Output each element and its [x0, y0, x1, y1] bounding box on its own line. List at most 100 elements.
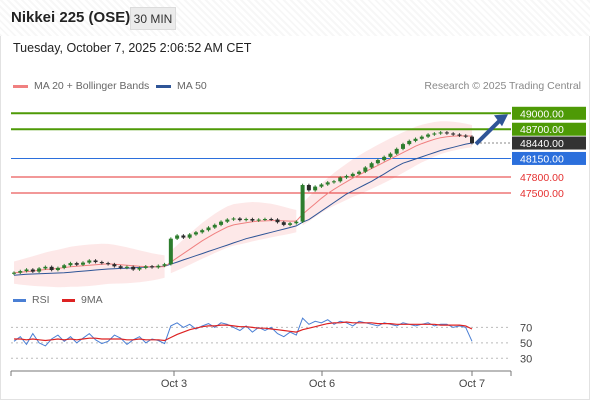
candle-body — [156, 265, 161, 268]
candle-body — [55, 267, 60, 271]
legend-rsi-label: RSI — [32, 294, 50, 306]
candle-body — [306, 185, 311, 191]
candle-body — [451, 133, 456, 135]
candle-body — [231, 218, 236, 220]
candle-body — [426, 134, 431, 137]
candle-body — [413, 138, 418, 141]
ma20-swatch — [13, 84, 28, 88]
candle-body — [338, 177, 343, 182]
candle-body — [331, 181, 336, 183]
candle-body — [212, 224, 217, 228]
candle-body — [124, 266, 129, 268]
candle-body — [87, 260, 92, 263]
chart-header: Nikkei 225 (OSE) 30 MIN — [0, 0, 590, 36]
candle-body — [68, 263, 73, 266]
ma50-line — [13, 142, 473, 276]
candle-body — [187, 234, 192, 238]
candle-body — [319, 184, 324, 187]
candle-body — [49, 266, 54, 271]
chart-datetime: Tuesday, October 7, 2025 2:06:52 AM CET — [13, 41, 252, 55]
rsi-level-label: 70 — [520, 322, 532, 334]
ma20-line — [13, 135, 473, 274]
candle-body — [143, 266, 148, 268]
candle-body — [369, 163, 374, 168]
x-tick-label: Oct 7 — [459, 378, 485, 390]
level-label-resistance: 48700.00 — [520, 124, 564, 136]
candle-body — [407, 140, 412, 145]
candle-body — [269, 219, 274, 221]
rsi-ma-swatch — [62, 298, 75, 302]
legend-rsi-ma-label: 9MA — [81, 294, 103, 306]
legend-ma50-label: MA 50 — [177, 80, 207, 92]
candle-body — [382, 156, 387, 161]
candle-body — [206, 227, 211, 231]
ma50-swatch — [156, 84, 171, 88]
candle-body — [350, 173, 355, 176]
projection-arrow-shaft — [474, 118, 502, 146]
candle-body — [344, 175, 349, 178]
rsi-line — [13, 317, 473, 347]
candle-body — [363, 167, 368, 172]
legend-rsi: RSI — [13, 294, 50, 306]
candle-body — [74, 263, 79, 265]
candle-body — [93, 260, 98, 263]
level-tag-resistance — [512, 106, 586, 120]
candle-body — [400, 144, 405, 149]
candle-body — [388, 153, 393, 157]
candle-body — [131, 266, 136, 270]
candle-body — [470, 136, 474, 144]
level-tag-resistance — [512, 122, 586, 136]
candle-body — [300, 185, 305, 222]
candle-body — [168, 238, 173, 265]
candle-body — [288, 223, 293, 225]
candle-body — [12, 272, 16, 274]
candle-body — [250, 219, 255, 221]
candle-body — [24, 269, 29, 272]
candle-body — [463, 135, 468, 137]
candle-body — [99, 262, 104, 264]
candle-body — [225, 219, 230, 222]
candle-body — [181, 235, 186, 238]
candle-body — [256, 219, 261, 221]
legend-ma20: MA 20 + Bollinger Bands — [13, 80, 149, 92]
candle-body — [419, 136, 424, 139]
bollinger-band-3 — [302, 121, 472, 226]
level-tag-pivot — [512, 151, 586, 165]
candle-body — [375, 160, 380, 164]
level-label-pivot: 48150.00 — [520, 153, 564, 165]
candle-body — [357, 171, 362, 174]
candle-body — [43, 266, 48, 269]
candle-body — [162, 264, 167, 266]
timeframe-button[interactable]: 30 MIN — [130, 7, 176, 30]
candle-body — [219, 221, 224, 225]
legend-ma50: MA 50 — [156, 80, 207, 92]
level-label-support: 47800.00 — [520, 172, 564, 184]
projection-arrow-head — [494, 114, 508, 127]
copyright-text: Research © 2025 Trading Central — [424, 80, 581, 92]
candle-body — [193, 232, 198, 235]
candle-body — [112, 264, 117, 267]
candle-body — [18, 271, 23, 273]
candle-body — [150, 266, 155, 268]
candle-body — [175, 235, 180, 239]
rsi-level-label: 30 — [520, 353, 532, 365]
candle-body — [106, 263, 111, 265]
candle-body — [438, 132, 443, 134]
candle-body — [262, 219, 267, 221]
rsi-swatch — [13, 298, 26, 302]
candle-body — [237, 218, 242, 221]
candle-body — [62, 265, 67, 268]
level-label-resistance: 49000.00 — [520, 108, 564, 120]
candle-body — [244, 219, 249, 221]
x-tick-label: Oct 3 — [161, 378, 187, 390]
candle-body — [444, 132, 449, 134]
candle-body — [275, 219, 280, 223]
candle-body — [200, 230, 205, 233]
rsi-ma-line — [14, 321, 473, 342]
candle-body — [432, 133, 437, 135]
candle-body — [118, 266, 123, 268]
level-label-last: 48440.00 — [520, 138, 564, 150]
candle-body — [325, 182, 330, 185]
candle-body — [81, 262, 86, 265]
